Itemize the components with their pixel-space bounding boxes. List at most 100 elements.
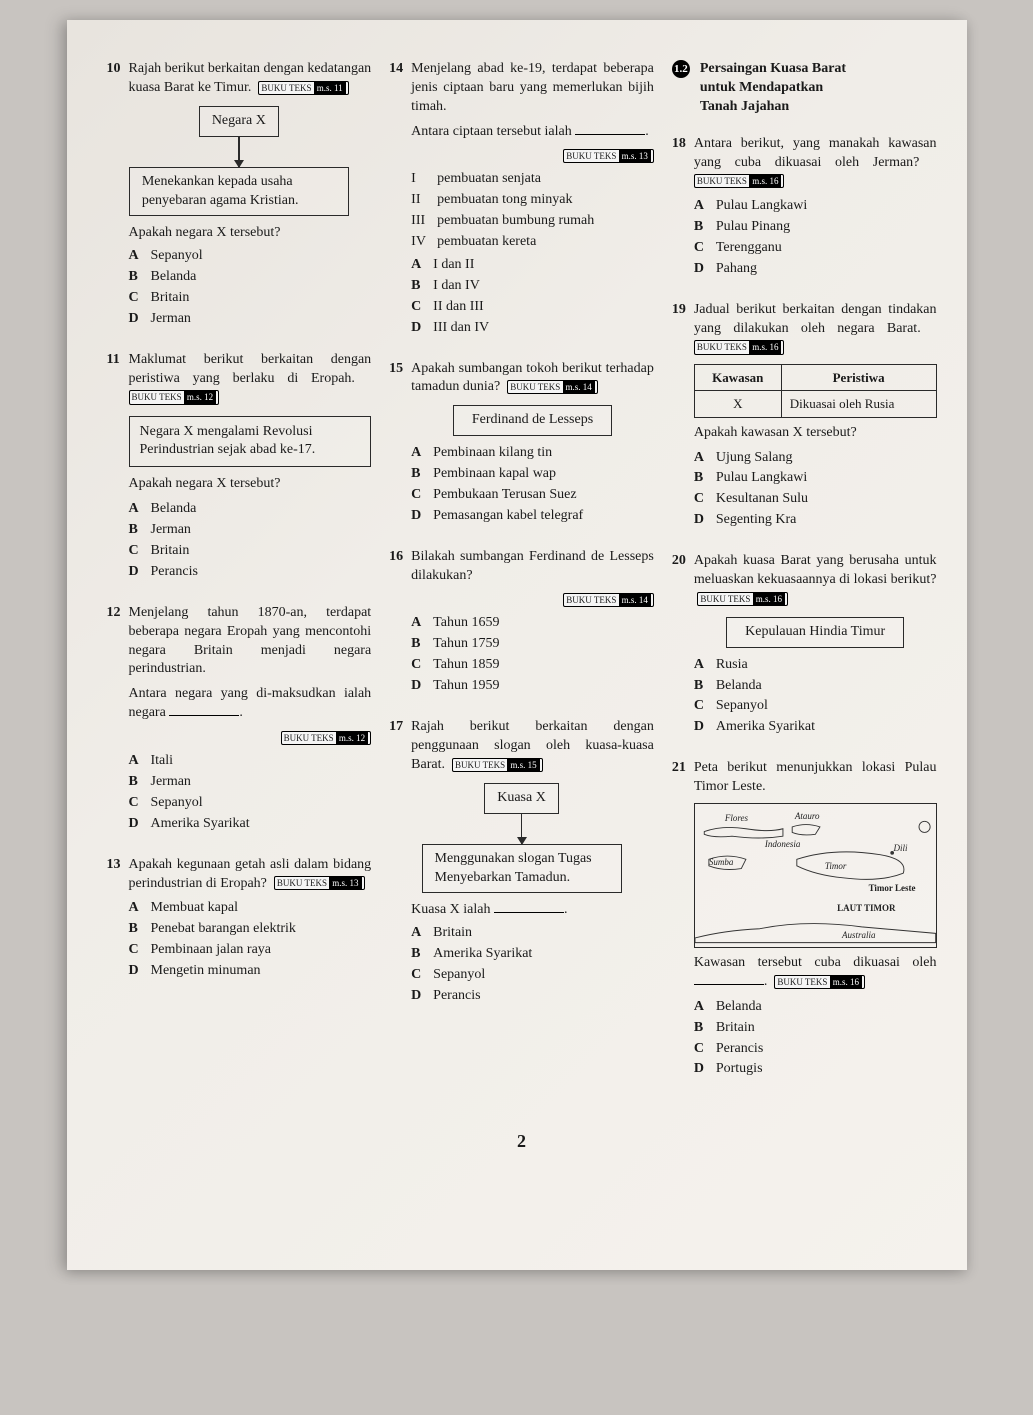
option-b[interactable]: BJerman [129, 521, 372, 540]
q-number: 16 [389, 548, 411, 567]
option-a[interactable]: ABelanda [694, 998, 937, 1017]
option-c[interactable]: CPembinaan jalan raya [129, 941, 372, 960]
page-ref: BUKU TEKS m.s. 12 [281, 731, 372, 745]
option-c[interactable]: CBritain [129, 542, 372, 561]
column-layout: 10 Rajah berikut berkaitan dengan kedata… [107, 60, 937, 1101]
option-d[interactable]: DJerman [129, 310, 372, 329]
option-b[interactable]: BI dan IV [411, 277, 654, 296]
option-d[interactable]: DAmerika Syarikat [129, 815, 372, 834]
page-ref: BUKU TEKS m.s. 15 [452, 758, 543, 772]
option-b[interactable]: BPenebat barangan elektrik [129, 920, 372, 939]
option-a[interactable]: AUjung Salang [694, 449, 937, 468]
options: ABelanda BJerman CBritain DPerancis [129, 500, 372, 582]
section-heading: 1.2 Persaingan Kuasa Barat untuk Mendapa… [672, 60, 937, 121]
q-stem: Rajah berikut berkaitan dengan penggunaa… [411, 718, 654, 775]
q-stem: Apakah kegunaan getah asli dalam bidang … [129, 856, 372, 894]
page-ref: BUKU TEKS m.s. 14 [507, 380, 598, 394]
option-c[interactable]: CII dan III [411, 298, 654, 317]
option-c[interactable]: CSepanyol [129, 794, 372, 813]
option-b[interactable]: BTahun 1759 [411, 635, 654, 654]
option-d[interactable]: DTahun 1959 [411, 677, 654, 696]
option-b[interactable]: BBelanda [129, 268, 372, 287]
q-ask: Apakah kawasan X tersebut? [694, 424, 937, 443]
options: APembinaan kilang tin BPembinaan kapal w… [411, 444, 654, 526]
page-ref: BUKU TEKS m.s. 16 [694, 174, 785, 188]
option-d[interactable]: DIII dan IV [411, 319, 654, 338]
option-c[interactable]: CPembukaan Terusan Suez [411, 486, 654, 505]
table-cell: X [694, 391, 781, 418]
page-ref: BUKU TEKS m.s. 16 [694, 340, 785, 354]
roman-list: Ipembuatan senjata IIpembuatan tong miny… [411, 170, 654, 252]
option-c[interactable]: CTahun 1859 [411, 656, 654, 675]
option-b[interactable]: BPulau Langkawi [694, 469, 937, 488]
q-stem: Maklumat berikut berkaitan dengan perist… [129, 351, 372, 494]
option-b[interactable]: BPulau Pinang [694, 218, 937, 237]
q-stem: Menjelang tahun 1870-an, terdapat bebera… [129, 604, 372, 748]
q-stem: Antara berikut, yang manakah kawasan yan… [694, 135, 937, 192]
option-d[interactable]: DPemasangan kabel telegraf [411, 507, 654, 526]
options: AMembuat kapal BPenebat barangan elektri… [129, 899, 372, 981]
option-d[interactable]: DPerancis [129, 563, 372, 582]
q-stem: Rajah berikut berkaitan dengan kedatanga… [129, 60, 372, 98]
option-b[interactable]: BJerman [129, 773, 372, 792]
option-c[interactable]: CSepanyol [694, 697, 937, 716]
data-table: KawasanPeristiwa XDikuasai oleh Rusia [694, 364, 937, 418]
option-c[interactable]: CPerancis [694, 1040, 937, 1059]
option-c[interactable]: CBritain [129, 289, 372, 308]
map-figure: Flores Atauro Indonesia Dili Sumba Timor… [694, 803, 937, 948]
q-ask: Kuasa X ialah . [411, 901, 654, 920]
option-b[interactable]: BBritain [694, 1019, 937, 1038]
map-label: Timor Leste [869, 882, 916, 894]
options: ASepanyol BBelanda CBritain DJerman [129, 247, 372, 329]
option-c[interactable]: CSepanyol [411, 966, 654, 985]
q-stem: Apakah kuasa Barat yang berusaha untuk m… [694, 552, 937, 648]
option-b[interactable]: BPembinaan kapal wap [411, 465, 654, 484]
option-d[interactable]: DAmerika Syarikat [694, 718, 937, 737]
option-d[interactable]: DPerancis [411, 987, 654, 1006]
option-a[interactable]: APulau Langkawi [694, 197, 937, 216]
option-d[interactable]: DMengetin minuman [129, 962, 372, 981]
blank-line [575, 134, 645, 135]
option-a[interactable]: APembinaan kilang tin [411, 444, 654, 463]
option-a[interactable]: AI dan II [411, 256, 654, 275]
question-19: 19 Jadual berikut berkaitan dengan tinda… [672, 301, 937, 530]
option-a[interactable]: ARusia [694, 656, 937, 675]
options: AItali BJerman CSepanyol DAmerika Syarik… [129, 752, 372, 834]
option-a[interactable]: ABelanda [129, 500, 372, 519]
q-stem: Menjelang abad ke-19, terdapat beberapa … [411, 60, 654, 166]
arrow-down-icon [521, 814, 523, 844]
option-a[interactable]: AItali [129, 752, 372, 771]
options: ABritain BAmerika Syarikat CSepanyol DPe… [411, 924, 654, 1006]
question-21: 21 Peta berikut menunjukkan lokasi Pulau… [672, 759, 937, 1079]
q-number: 19 [672, 301, 694, 320]
info-box: Ferdinand de Lesseps [453, 405, 612, 436]
option-c[interactable]: CKesultanan Sulu [694, 490, 937, 509]
option-c[interactable]: CTerengganu [694, 239, 937, 258]
page-ref: BUKU TEKS m.s. 13 [563, 149, 654, 163]
q-stem: Peta berikut menunjukkan lokasi Pulau Ti… [694, 759, 937, 992]
option-a[interactable]: AMembuat kapal [129, 899, 372, 918]
options: AI dan II BI dan IV CII dan III DIII dan… [411, 256, 654, 338]
q-number: 20 [672, 552, 694, 571]
option-d[interactable]: DSegenting Kra [694, 511, 937, 530]
worksheet-page: 10 Rajah berikut berkaitan dengan kedata… [67, 20, 967, 1270]
flow-diagram: Kuasa X Menggunakan slogan Tugas Menyeba… [389, 783, 654, 894]
option-d[interactable]: DPahang [694, 260, 937, 279]
option-a[interactable]: ABritain [411, 924, 654, 943]
question-10: 10 Rajah berikut berkaitan dengan kedata… [107, 60, 372, 329]
map-label: Dili [894, 842, 908, 854]
option-b[interactable]: BAmerika Syarikat [411, 945, 654, 964]
question-13: 13 Apakah kegunaan getah asli dalam bida… [107, 856, 372, 981]
arrow-down-icon [238, 137, 240, 167]
option-a[interactable]: ATahun 1659 [411, 614, 654, 633]
option-d[interactable]: DPortugis [694, 1060, 937, 1079]
question-16: 16 Bilakah sumbangan Ferdinand de Lessep… [389, 548, 654, 696]
option-b[interactable]: BBelanda [694, 677, 937, 696]
map-label: LAUT TIMOR [837, 902, 895, 914]
table-cell: Dikuasai oleh Rusia [781, 391, 936, 418]
q-number: 21 [672, 759, 694, 778]
q-ask: Apakah negara X tersebut? [129, 224, 372, 243]
table-header: Kawasan [694, 364, 781, 391]
question-12: 12 Menjelang tahun 1870-an, terdapat beb… [107, 604, 372, 834]
option-a[interactable]: ASepanyol [129, 247, 372, 266]
